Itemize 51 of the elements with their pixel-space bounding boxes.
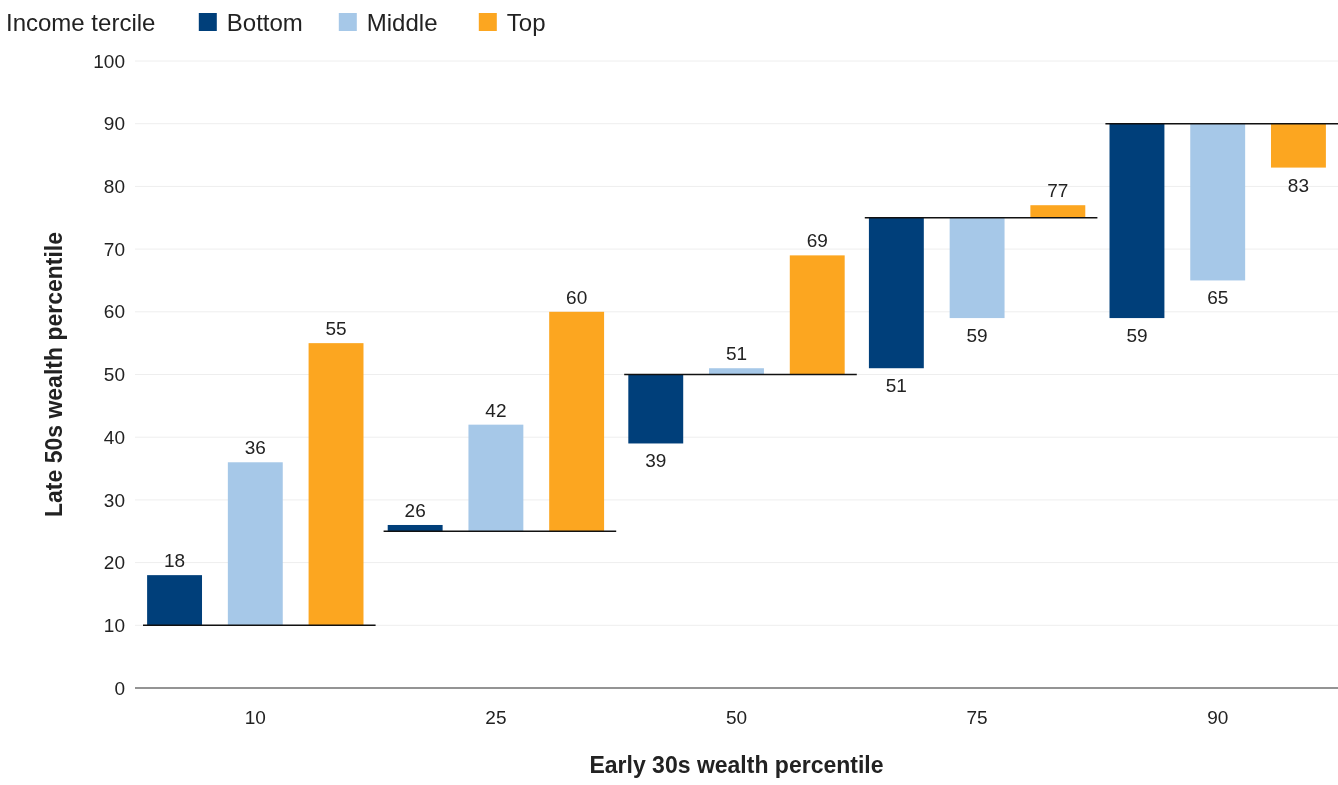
x-tick-label: 50 (725, 707, 748, 728)
bar (1190, 123, 1246, 281)
bar (227, 462, 283, 626)
x-axis-title: Early 30s wealth percentile (589, 752, 884, 778)
y-tick-label: 90 (103, 113, 125, 135)
data-label: 59 (1126, 325, 1148, 347)
y-tick-label: 80 (103, 176, 125, 198)
data-label: 83 (1287, 174, 1310, 196)
bar (789, 255, 845, 375)
legend-label: Top (506, 9, 546, 36)
y-tick-label: 0 (114, 677, 125, 699)
data-label: 51 (725, 343, 748, 365)
y-tick-label: 70 (103, 238, 125, 260)
y-axis-title: Late 50s wealth percentile (41, 231, 67, 518)
data-label: 42 (485, 399, 507, 421)
bar (868, 217, 924, 369)
bar (549, 311, 605, 532)
bar (468, 424, 524, 532)
y-tick-label: 30 (103, 489, 125, 511)
data-label: 65 (1207, 287, 1229, 309)
data-label: 51 (885, 375, 907, 397)
data-label: 55 (325, 318, 347, 340)
legend-label: Middle (366, 9, 438, 36)
x-tick-label: 90 (1207, 707, 1229, 728)
data-label: 77 (1047, 180, 1069, 202)
data-label: 18 (163, 550, 186, 572)
bar (628, 374, 684, 444)
y-tick-label: 10 (103, 614, 125, 636)
data-label: 26 (404, 499, 426, 521)
data-label: 59 (966, 325, 988, 347)
bar (1030, 205, 1086, 218)
data-label: 60 (566, 286, 588, 308)
data-label: 69 (806, 230, 828, 252)
y-tick-label: 40 (103, 426, 125, 448)
bar (147, 575, 203, 626)
data-label: 36 (244, 437, 266, 459)
x-tick-label: 25 (485, 707, 507, 728)
bar (1270, 123, 1326, 168)
y-tick-label: 20 (103, 552, 125, 574)
x-tick-label: 75 (966, 707, 988, 728)
bar (308, 343, 364, 626)
y-tick-label: 100 (93, 50, 125, 72)
legend-label: Bottom (226, 9, 303, 36)
data-label: 39 (645, 450, 667, 472)
bar (387, 524, 443, 532)
y-tick-label: 60 (103, 301, 125, 323)
y-tick-label: 50 (103, 364, 125, 386)
x-tick-label: 10 (244, 707, 266, 728)
bar (1109, 123, 1165, 319)
bar (949, 217, 1005, 319)
legend-title: Income tercile (6, 9, 156, 36)
